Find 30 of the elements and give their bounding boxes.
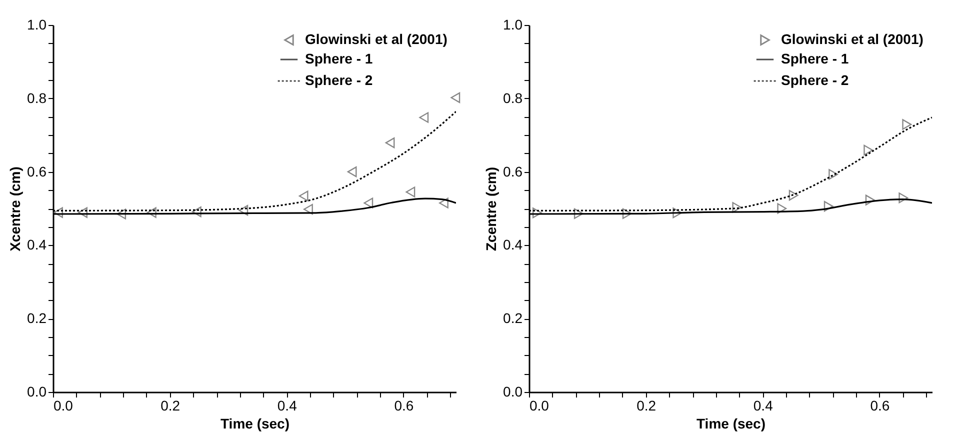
y-axis-title: Xcentre (cm): [7, 166, 24, 252]
x-tick-label: 0.2: [160, 398, 180, 414]
x-axis-title: Time (sec): [220, 416, 290, 432]
x-axis-title: Time (sec): [696, 416, 766, 432]
x-tick-label: 0.0: [530, 398, 550, 414]
y-tick-label: 0.4: [27, 236, 47, 253]
x-tick-label: 0.6: [870, 398, 890, 414]
legend-label: Sphere - 2: [781, 72, 849, 88]
x-tick-label: 0.4: [753, 398, 774, 414]
x-tick-label: 0.6: [394, 398, 414, 414]
y-tick-label: 0.0: [503, 384, 523, 400]
y-tick-label: 1.0: [27, 16, 47, 32]
y-tick-label: 1.0: [503, 16, 523, 32]
x-tick-label: 0.2: [636, 398, 656, 414]
y-tick-label: 0.4: [503, 236, 523, 253]
y-axis-title: Zcentre (cm): [483, 166, 500, 252]
x-tick-label: 0.0: [54, 398, 74, 414]
y-tick-label: 0.8: [503, 90, 523, 106]
y-tick-label: 0.8: [27, 90, 47, 106]
legend-label: Sphere - 1: [305, 50, 373, 66]
y-tick-label: 0.6: [27, 163, 47, 180]
legend-label: Glowinski et al (2001): [781, 31, 924, 47]
y-tick-label: 0.0: [27, 384, 47, 400]
y-tick-label: 0.2: [27, 310, 47, 326]
y-tick-label: 0.2: [503, 310, 523, 326]
y-tick-label: 0.6: [503, 163, 523, 180]
x-tick-label: 0.4: [277, 398, 298, 414]
legend-label: Glowinski et al (2001): [305, 31, 448, 47]
legend-label: Sphere - 2: [305, 72, 373, 88]
legend-label: Sphere - 1: [781, 50, 849, 66]
